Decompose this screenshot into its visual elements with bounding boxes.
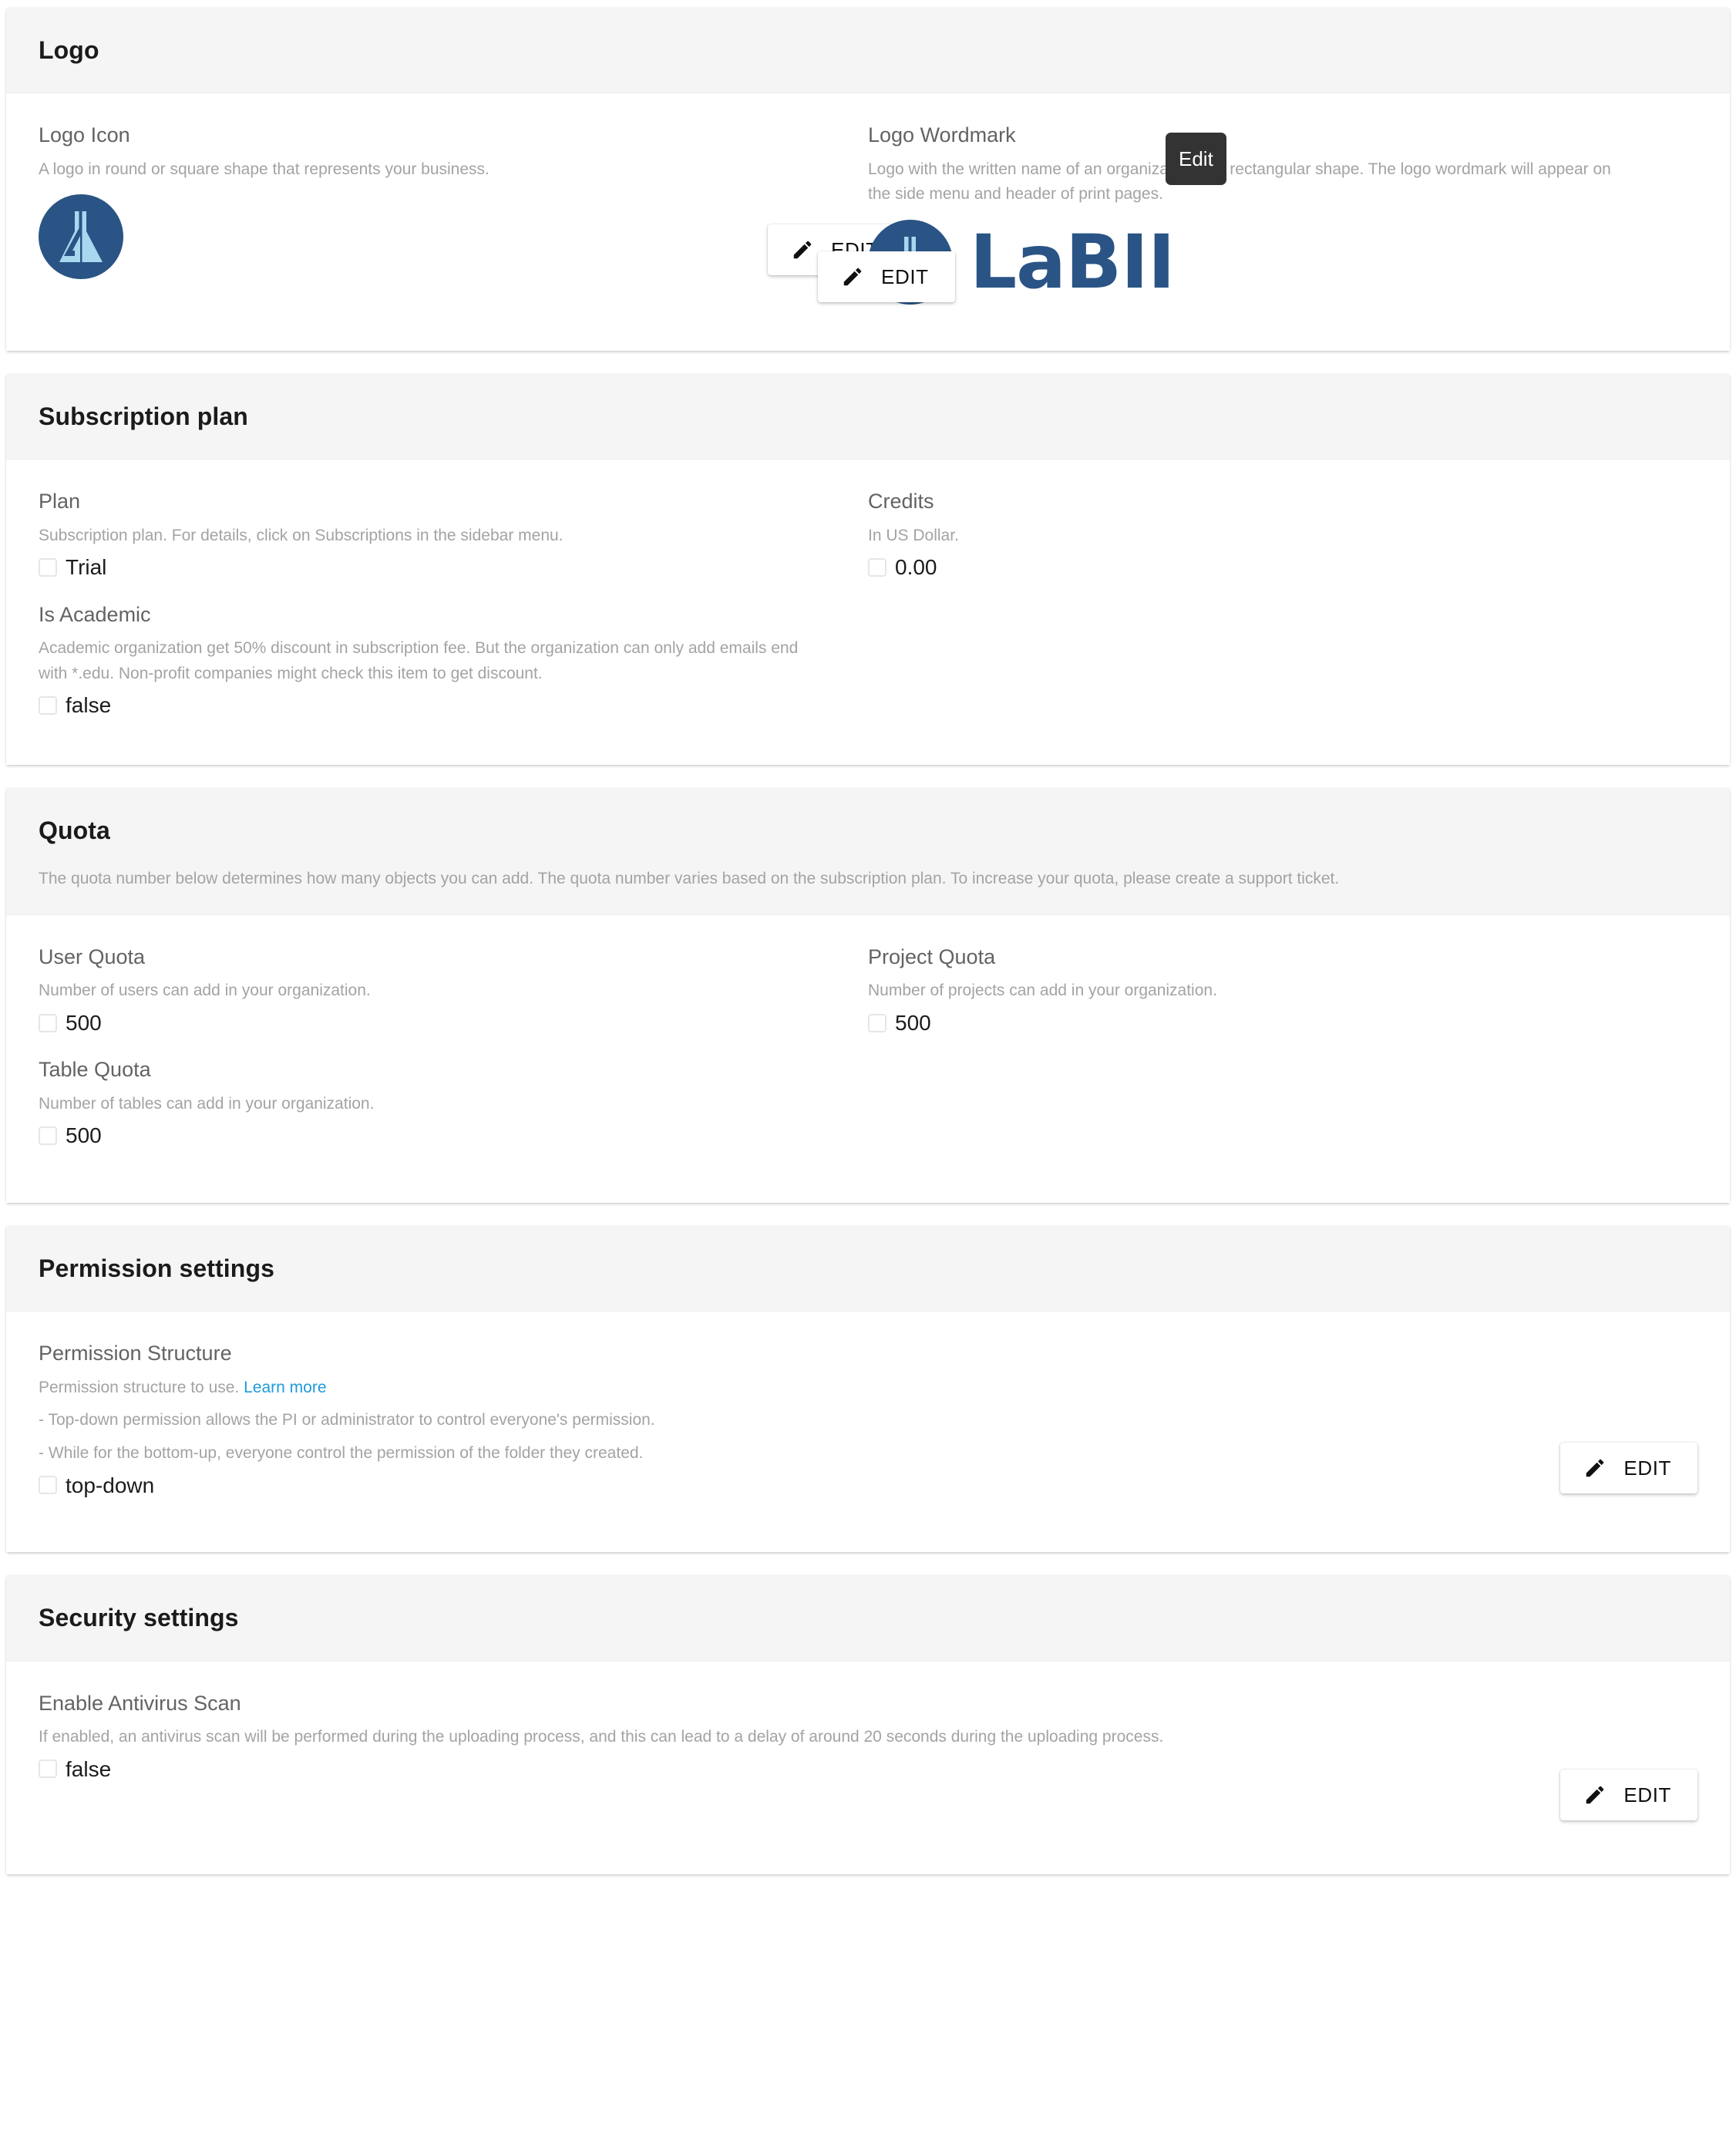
card-subscription-plan: Subscription plan Plan Subscription plan… (6, 373, 1730, 766)
card-quota-header: Quota The quota number below determines … (6, 788, 1730, 915)
card-quota-subtitle: The quota number below determines how ma… (39, 870, 1340, 888)
card-quota-body: User Quota Number of users can add in yo… (6, 914, 1730, 1204)
card-permission-settings: Permission settings Permission Structure… (6, 1226, 1730, 1553)
user-quota-value: 500 (66, 1010, 102, 1035)
field-table-quota: Table Quota Number of tables can add in … (39, 1056, 868, 1149)
table-quota-help: Number of tables can add in your organiz… (39, 1094, 375, 1113)
user-quota-label: User Quota (39, 945, 146, 968)
permission-structure-help-line3: - While for the bottom-up, everyone cont… (39, 1443, 644, 1462)
card-permission-title: Permission settings (39, 1254, 274, 1283)
flask-logo-icon (39, 194, 123, 280)
copy-icon[interactable] (39, 1476, 57, 1495)
pencil-icon (1583, 1783, 1606, 1807)
edit-logo-wordmark-label: EDIT (881, 265, 929, 289)
logo-wordmark-help: Logo with the written name of an organiz… (868, 160, 1611, 204)
antivirus-help: If enabled, an antivirus scan will be pe… (39, 1727, 1164, 1746)
field-spacer (868, 1056, 1697, 1149)
field-logo-wordmark: Logo Wordmark Logo with the written name… (818, 121, 1697, 305)
edit-antivirus-label: EDIT (1623, 1783, 1671, 1807)
copy-icon[interactable] (39, 696, 57, 716)
edit-permission-structure-label: EDIT (1623, 1456, 1671, 1480)
antivirus-label: Enable Antivirus Scan (39, 1691, 241, 1715)
card-security-body: Enable Antivirus Scan If enabled, an ant… (6, 1661, 1730, 1875)
edit-tooltip: Edit (1166, 133, 1226, 185)
table-quota-value: 500 (66, 1123, 102, 1148)
card-quota-title: Quota (39, 817, 110, 845)
is-academic-label: Is Academic (39, 602, 151, 626)
plan-value: Trial (66, 555, 107, 580)
logo-wordmark-label: Logo Wordmark (868, 123, 1016, 147)
card-quota: Quota The quota number below determines … (6, 788, 1730, 1204)
pencil-icon (791, 238, 814, 261)
learn-more-link[interactable]: Learn more (244, 1378, 327, 1396)
field-logo-icon: Logo Icon A logo in round or square shap… (39, 121, 905, 305)
permission-structure-label: Permission Structure (39, 1342, 232, 1365)
field-enable-antivirus-scan: Enable Antivirus Scan If enabled, an ant… (39, 1689, 1697, 1783)
card-subscription-title: Subscription plan (39, 402, 248, 430)
settings-page: Logo Logo Icon A logo in round or square… (6, 8, 1730, 1875)
card-logo-body: Logo Icon A logo in round or square shap… (6, 93, 1730, 351)
credits-help: In US Dollar. (868, 526, 959, 544)
field-spacer (868, 601, 1697, 719)
card-security-header: Security settings (6, 1575, 1730, 1662)
field-is-academic: Is Academic Academic organization get 50… (39, 601, 868, 719)
user-quota-help: Number of users can add in your organiza… (39, 982, 371, 1000)
is-academic-value: false (66, 693, 112, 718)
edit-logo-wordmark-button[interactable]: EDIT (818, 251, 955, 303)
copy-icon[interactable] (39, 558, 57, 578)
card-security-settings: Security settings Enable Antivirus Scan … (6, 1575, 1730, 1875)
logo-icon-help: A logo in round or square shape that rep… (39, 160, 490, 178)
logo-wordmark-text: LaBII (970, 218, 1176, 305)
project-quota-value: 500 (895, 1010, 931, 1035)
project-quota-label: Project Quota (868, 945, 996, 968)
logo-icon-preview (39, 194, 845, 280)
edit-antivirus-button[interactable]: EDIT (1560, 1769, 1697, 1820)
copy-icon[interactable] (39, 1126, 57, 1146)
field-credits: Credits In US Dollar. 0.00 (868, 487, 1697, 601)
field-permission-structure: Permission Structure Permission structur… (39, 1339, 1697, 1498)
permission-structure-help-line2: - Top-down permission allows the PI or a… (39, 1411, 655, 1429)
antivirus-value: false (66, 1756, 112, 1781)
pencil-icon (1583, 1456, 1606, 1480)
card-permission-header: Permission settings (6, 1226, 1730, 1312)
logo-icon-label: Logo Icon (39, 123, 130, 147)
credits-label: Credits (868, 490, 934, 514)
copy-icon[interactable] (868, 1013, 887, 1032)
field-user-quota: User Quota Number of users can add in yo… (39, 943, 868, 1056)
permission-structure-value: top-down (66, 1473, 155, 1497)
permission-structure-help-prefix: Permission structure to use. (39, 1378, 240, 1396)
card-subscription-body: Plan Subscription plan. For details, cli… (6, 460, 1730, 766)
field-project-quota: Project Quota Number of projects can add… (868, 943, 1697, 1056)
card-permission-body: Permission Structure Permission structur… (6, 1312, 1730, 1553)
copy-icon[interactable] (868, 558, 887, 578)
permission-structure-help-line1: Permission structure to use. Learn more (39, 1376, 1674, 1401)
copy-icon[interactable] (39, 1013, 57, 1032)
card-subscription-header: Subscription plan (6, 373, 1730, 460)
plan-help: Subscription plan. For details, click on… (39, 526, 564, 544)
edit-tooltip-text: Edit (1179, 147, 1213, 170)
credits-value: 0.00 (895, 555, 937, 580)
edit-permission-structure-button[interactable]: EDIT (1560, 1443, 1697, 1494)
project-quota-help: Number of projects can add in your organ… (868, 982, 1217, 1000)
card-logo-header: Logo (6, 8, 1730, 94)
card-logo: Logo Logo Icon A logo in round or square… (6, 8, 1730, 351)
plan-label: Plan (39, 490, 81, 514)
logo-wordmark-preview: LaBII (868, 218, 1674, 305)
card-logo-title: Logo (39, 36, 99, 64)
pencil-icon (841, 265, 864, 288)
copy-icon[interactable] (39, 1759, 57, 1779)
field-plan: Plan Subscription plan. For details, cli… (39, 487, 868, 601)
card-security-title: Security settings (39, 1604, 239, 1632)
is-academic-help: Academic organization get 50% discount i… (39, 639, 799, 682)
table-quota-label: Table Quota (39, 1058, 151, 1082)
